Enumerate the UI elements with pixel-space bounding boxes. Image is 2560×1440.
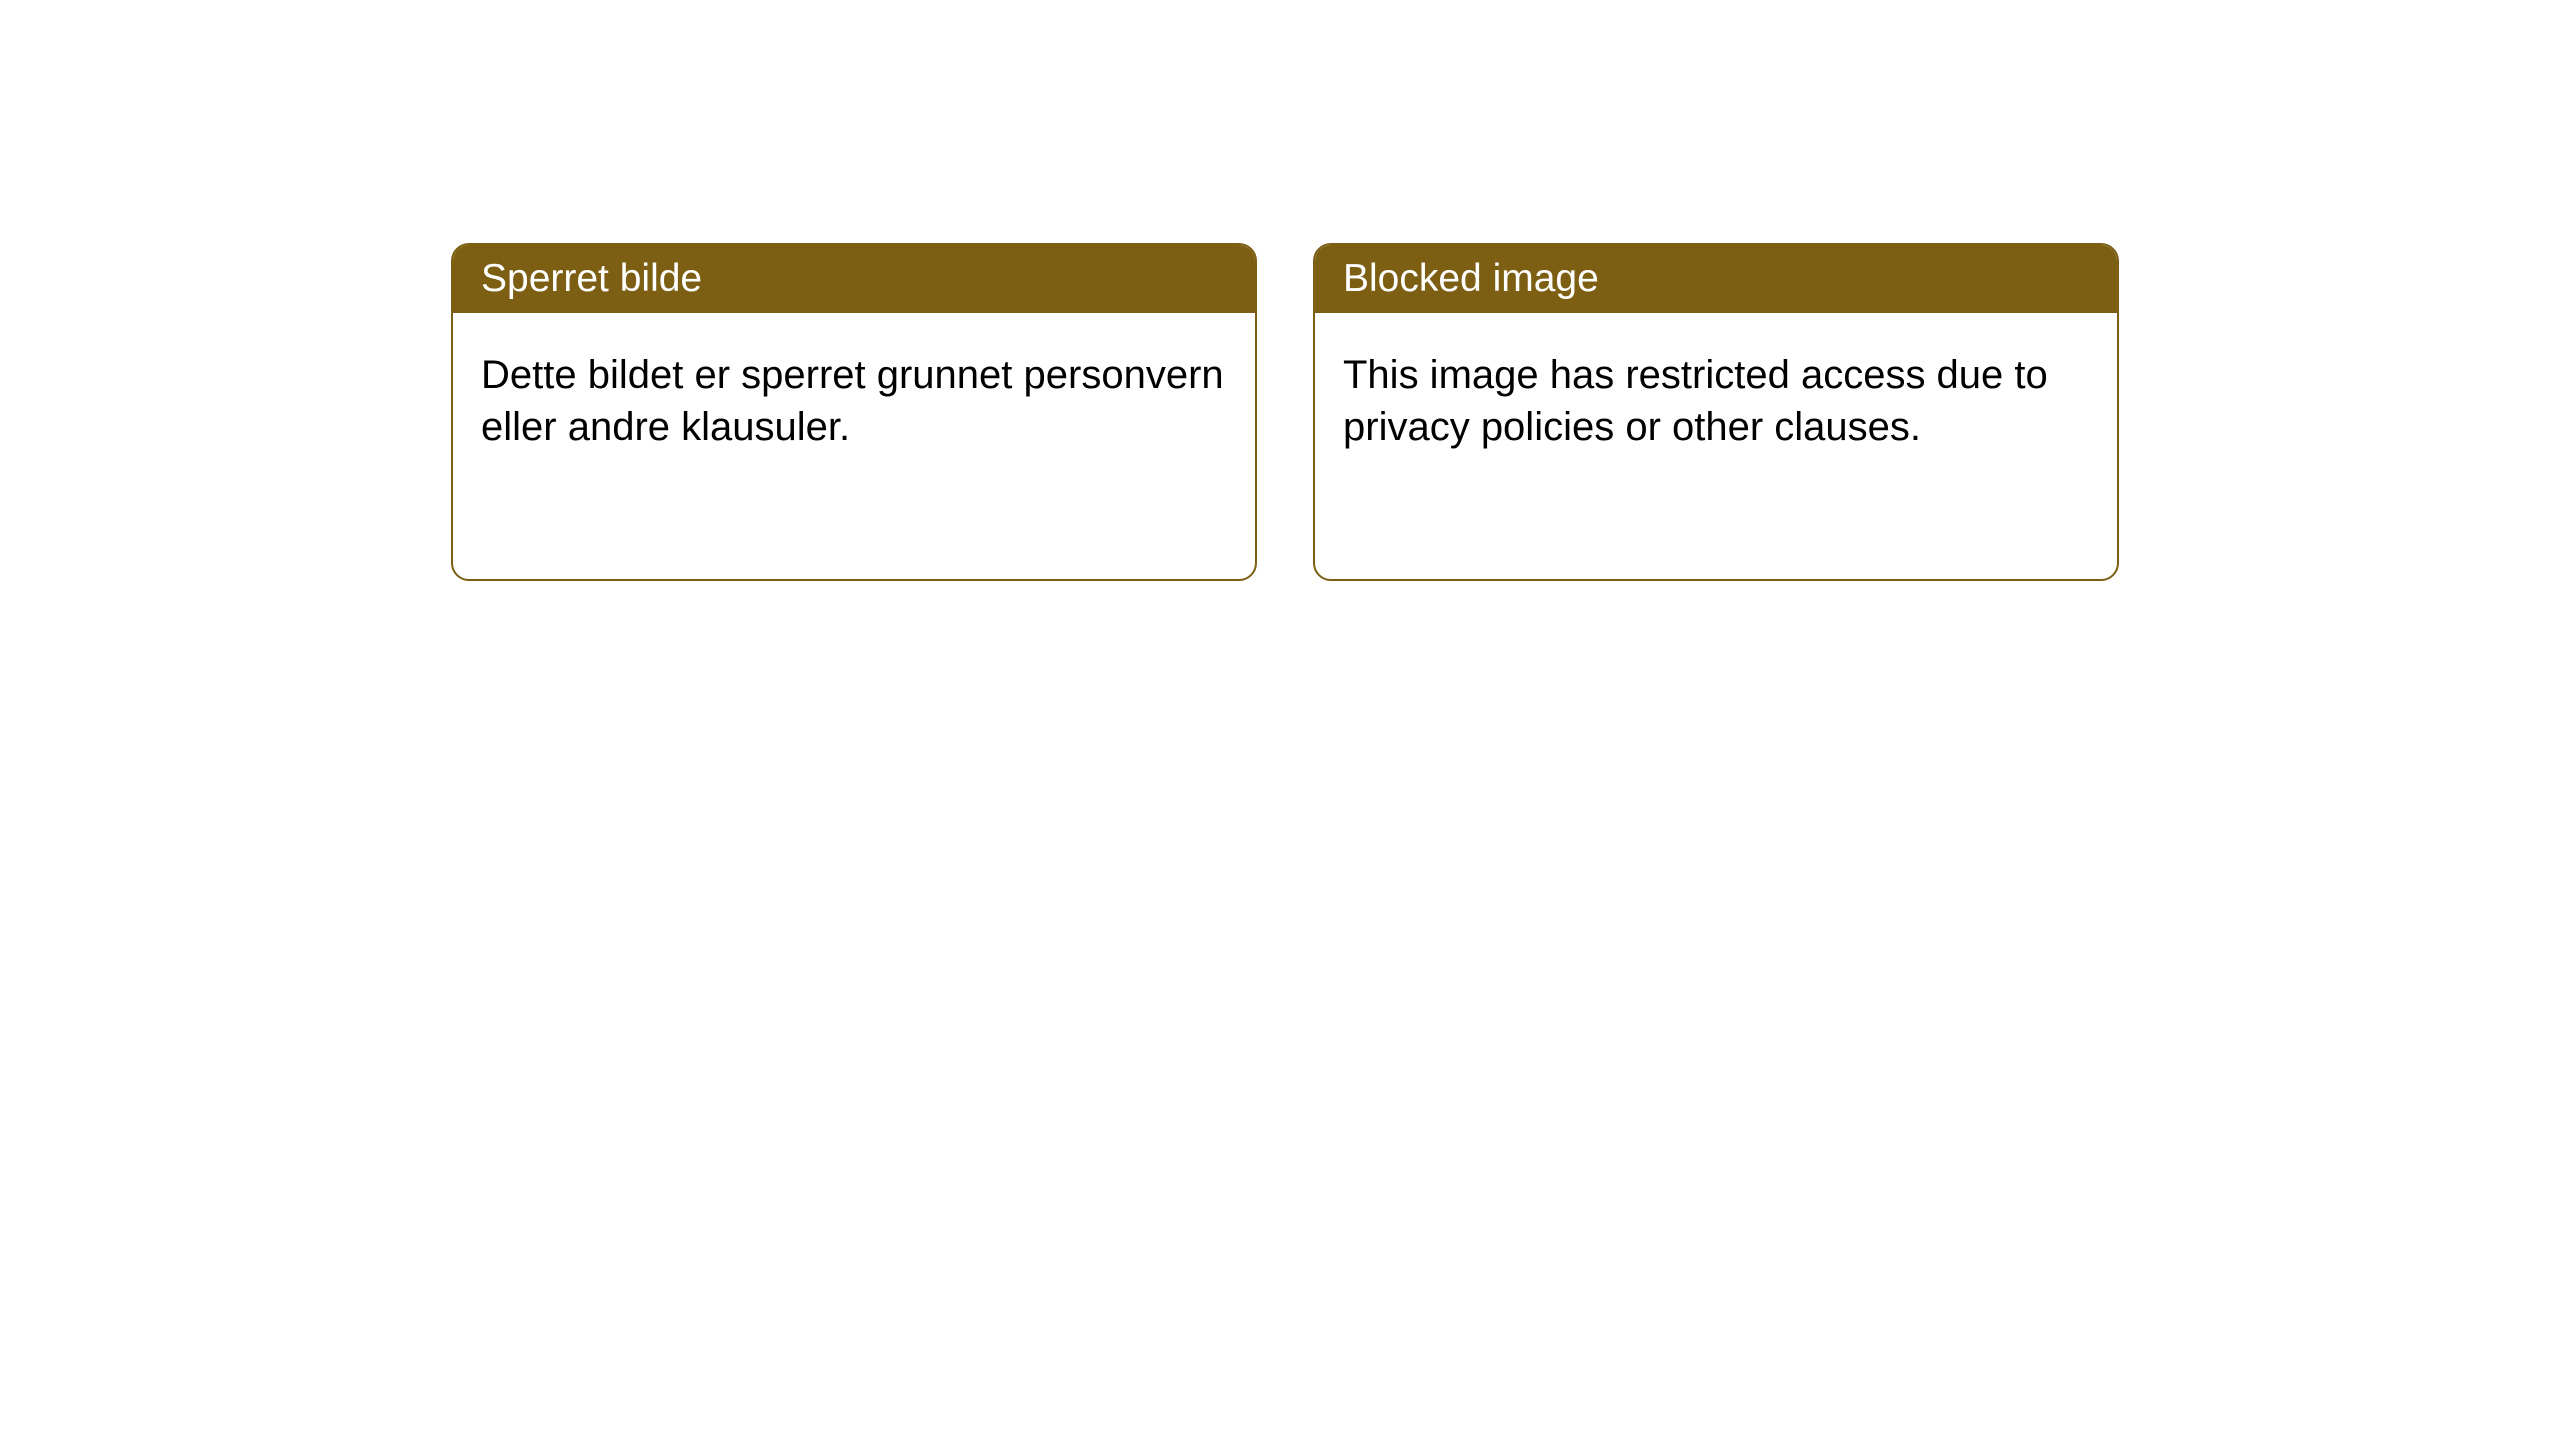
card-body-text: Dette bildet er sperret grunnet personve… [481, 353, 1224, 449]
card-title: Blocked image [1343, 257, 1599, 300]
notice-card-english: Blocked image This image has restricted … [1313, 243, 2119, 581]
card-body: Dette bildet er sperret grunnet personve… [453, 313, 1255, 489]
card-title: Sperret bilde [481, 257, 702, 300]
card-body-text: This image has restricted access due to … [1343, 353, 2048, 449]
card-header: Sperret bilde [453, 245, 1255, 313]
card-body: This image has restricted access due to … [1315, 313, 2117, 489]
notice-card-norwegian: Sperret bilde Dette bildet er sperret gr… [451, 243, 1257, 581]
card-header: Blocked image [1315, 245, 2117, 313]
notice-container: Sperret bilde Dette bildet er sperret gr… [0, 0, 2560, 581]
